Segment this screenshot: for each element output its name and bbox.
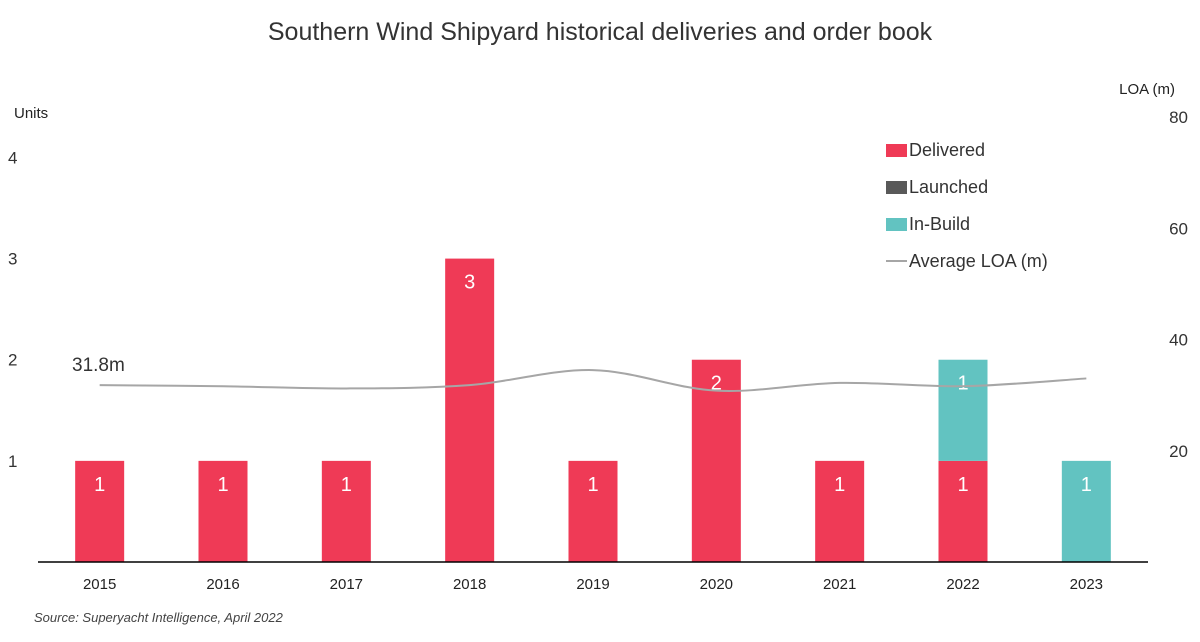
y2-tick-label: 20 xyxy=(1169,442,1188,461)
y2-tick-label: 60 xyxy=(1169,219,1188,238)
x-tick-label: 2019 xyxy=(576,576,609,593)
average-loa-line xyxy=(99,369,1087,392)
y2-axis-label: LOA (m) xyxy=(1119,81,1175,98)
bars xyxy=(75,258,1111,562)
bar-value-label: 3 xyxy=(464,272,475,294)
y2-axis-ticks: 20 40 60 80 xyxy=(1169,108,1188,461)
y-tick-label: 4 xyxy=(8,148,17,167)
x-tick-label: 2017 xyxy=(330,576,363,593)
legend-swatch-in-build xyxy=(886,218,907,231)
line-start-annotation: 31.8m xyxy=(72,355,125,376)
bar-delivered-2015 xyxy=(75,460,125,562)
legend-label-delivered: Delivered xyxy=(909,140,985,160)
bar-value-label: 1 xyxy=(1081,474,1092,496)
bar-value-label: 1 xyxy=(94,474,105,496)
source-note: Source: Superyacht Intelligence, April 2… xyxy=(34,610,284,625)
x-tick-label: 2022 xyxy=(946,576,979,593)
bar-delivered-2021 xyxy=(815,460,865,562)
x-tick-label: 2015 xyxy=(83,576,116,593)
bar-value-label: 1 xyxy=(587,474,598,496)
bar-delivered-2020 xyxy=(691,359,741,562)
legend: Delivered Launched In-Build Average LOA (m) xyxy=(886,140,1048,271)
bar-in-build-2023 xyxy=(1061,460,1111,562)
legend-swatch-launched xyxy=(886,181,907,194)
bar-value-label: 2 xyxy=(711,373,722,395)
bar-value-label: 1 xyxy=(217,474,228,496)
x-axis-ticks: 2015 2016 2017 2018 2019 2020 2021 2022 2023 xyxy=(83,576,1103,593)
bar-delivered-2019 xyxy=(568,460,618,562)
bar-value-label: 1 xyxy=(957,474,968,496)
y-tick-label: 2 xyxy=(8,351,17,370)
legend-swatch-delivered xyxy=(886,144,907,157)
bar-value-label: 1 xyxy=(957,373,968,395)
legend-label-launched: Launched xyxy=(909,177,988,197)
bar-value-label: 1 xyxy=(341,474,352,496)
chart-title: Southern Wind Shipyard historical delive… xyxy=(268,18,933,46)
bar-delivered-2016 xyxy=(198,460,248,562)
bar-labels: 1 1 1 3 1 2 1 1 1 1 xyxy=(94,272,1092,496)
bar-delivered-2017 xyxy=(321,460,371,562)
y-tick-label: 3 xyxy=(8,250,17,269)
bar-value-label: 1 xyxy=(834,474,845,496)
y-axis-label: Units xyxy=(14,105,48,122)
y-tick-label: 1 xyxy=(8,452,17,471)
x-tick-label: 2023 xyxy=(1070,576,1103,593)
y2-tick-label: 40 xyxy=(1169,331,1188,350)
x-tick-label: 2018 xyxy=(453,576,486,593)
bar-delivered-2018 xyxy=(445,258,495,562)
y-axis-ticks: 1 2 3 4 xyxy=(8,148,17,470)
bar-delivered-2022 xyxy=(938,460,988,562)
x-tick-label: 2020 xyxy=(700,576,733,593)
legend-label-in-build: In-Build xyxy=(909,214,970,234)
average-loa-path xyxy=(99,369,1087,392)
bar-in-build-2022 xyxy=(938,359,988,461)
x-tick-label: 2021 xyxy=(823,576,856,593)
y2-tick-label: 80 xyxy=(1169,108,1188,127)
legend-label-average-loa-m: Average LOA (m) xyxy=(909,251,1048,271)
x-tick-label: 2016 xyxy=(206,576,239,593)
